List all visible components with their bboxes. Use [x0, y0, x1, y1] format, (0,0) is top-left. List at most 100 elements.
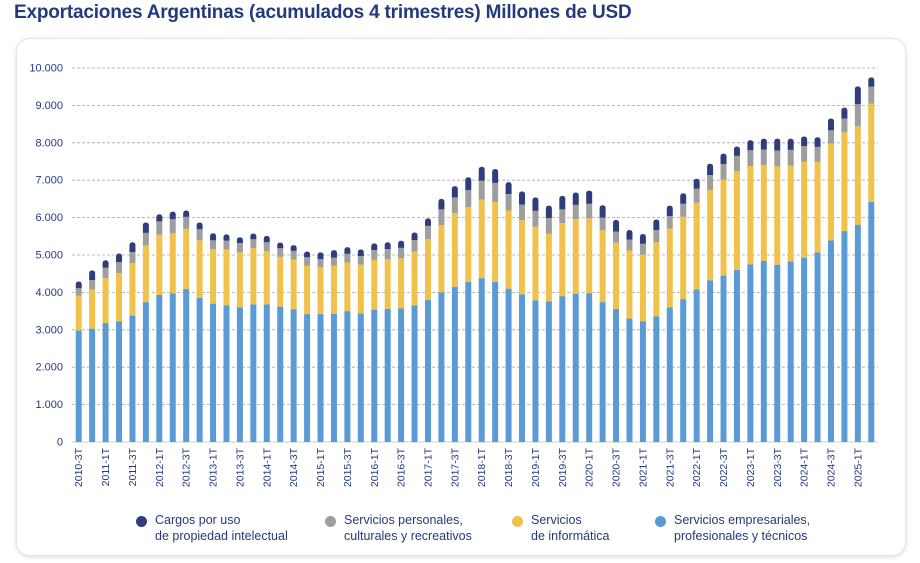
bar-segment-empresariales [371, 309, 378, 442]
bar-segment-empresariales [519, 294, 526, 442]
bar-segment-empresariales [626, 318, 633, 442]
x-tick-label: 2014-1T [261, 447, 273, 487]
bar-segment-personales [398, 247, 405, 259]
x-tick-label: 2024-1T [799, 447, 811, 487]
x-tick-label: 2011-3T [127, 447, 139, 486]
bar-segment-personales [693, 188, 700, 203]
bar-segment-personales [572, 204, 579, 220]
legend-item-empresariales: Servicios empresariales, profesionales y … [655, 512, 810, 544]
bar-segment-informatica [801, 161, 808, 258]
y-tick-label: 10.000 [29, 63, 63, 75]
bar-segment-empresariales [841, 231, 848, 442]
bar-segment-personales [169, 219, 176, 234]
bar-segment-empresariales [223, 305, 230, 442]
bar-segment-empresariales [478, 278, 485, 442]
bar-segment-empresariales [102, 323, 109, 442]
chart-title: Exportaciones Argentinas (acumulados 4 t… [14, 2, 632, 23]
y-axis-ticks: 0 1.000 2.000 3.000 4.000 5.000 6.000 7.000 8.00… [29, 63, 63, 449]
bar-segment-cargos [75, 281, 82, 289]
bar-segment-cargos [545, 205, 552, 218]
bar-segment-personales [545, 217, 552, 234]
bar-segment-informatica [75, 295, 82, 331]
bar-segment-empresariales [75, 330, 82, 442]
bar-segment-empresariales [693, 289, 700, 442]
bar-segment-cargos [371, 243, 378, 251]
bar-segment-cargos [720, 153, 727, 165]
legend-label-line2: de propiedad intelectual [155, 529, 288, 543]
bar-segment-empresariales [196, 298, 203, 442]
x-tick-label: 2016-1T [369, 447, 381, 487]
bar-segment-cargos [827, 118, 834, 131]
x-tick-label: 2011-1T [100, 447, 112, 486]
bar-segment-informatica [424, 239, 431, 300]
bar-segment-personales [263, 242, 270, 252]
bar-segment-personales [277, 248, 284, 257]
bar-segment-informatica [693, 202, 700, 290]
bar-segment-cargos [438, 198, 445, 210]
bar-segment-personales [290, 250, 297, 260]
bar-segment-personales [787, 149, 794, 166]
bar-segment-informatica [559, 223, 566, 297]
bar-segment-personales [532, 210, 539, 227]
x-tick-label: 2021-3T [664, 447, 676, 487]
bar-segment-cargos [626, 229, 633, 240]
bar-segment-cargos [653, 219, 660, 230]
y-tick-label: 5.000 [35, 250, 63, 262]
bar-segment-personales [129, 252, 136, 264]
bar-segment-cargos [330, 250, 337, 258]
bar-segment-cargos [142, 222, 149, 233]
bar-segment-empresariales [438, 292, 445, 442]
bar-segment-informatica [572, 219, 579, 294]
bar-segment-informatica [169, 233, 176, 294]
bar-segment-cargos [693, 178, 700, 189]
bar-segment-cargos [572, 192, 579, 205]
bar-segment-informatica [317, 267, 324, 315]
legend-label-line1: Servicios [531, 513, 582, 527]
bar-segment-informatica [854, 126, 861, 225]
y-tick-label: 3.000 [35, 324, 63, 336]
bar-segment-personales [210, 240, 217, 250]
bar-segment-personales [236, 243, 243, 253]
bar-segment-cargos [760, 138, 767, 150]
x-tick-label: 2022-3T [718, 447, 730, 487]
bar-segment-personales [841, 118, 848, 133]
bar-segment-personales [747, 150, 754, 166]
bar-segment-cargos [210, 233, 217, 241]
bar-segment-personales [774, 150, 781, 167]
x-tick-label: 2023-3T [772, 447, 784, 487]
bar-segment-informatica [653, 242, 660, 317]
bar-segment-cargos [733, 146, 740, 156]
legend-label-line2: de informática [531, 529, 610, 543]
bar-segment-empresariales [545, 301, 552, 442]
bar-segment-empresariales [586, 293, 593, 442]
bar-segment-personales [344, 253, 351, 263]
legend-label-line1: Cargos por uso [155, 513, 241, 527]
bar-segment-personales [223, 240, 230, 250]
bar-segment-personales [680, 203, 687, 217]
bar-segment-personales [720, 164, 727, 180]
bar-segment-empresariales [559, 296, 566, 442]
bar-segment-personales [827, 130, 834, 144]
bar-segment-personales [854, 104, 861, 127]
bar-segment-personales [250, 239, 257, 249]
x-tick-label: 2023-1T [745, 447, 757, 487]
bar-segment-informatica [707, 189, 714, 281]
bar-segment-informatica [304, 265, 311, 315]
bar-segment-personales [868, 86, 875, 104]
bar-segment-informatica [371, 259, 378, 310]
bar-segment-empresariales [169, 293, 176, 442]
bar-segment-informatica [142, 245, 149, 303]
bar-segment-cargos [411, 232, 418, 241]
bar-segment-informatica [344, 262, 351, 312]
bar-segment-informatica [599, 230, 606, 303]
bar-segment-cargos [169, 211, 176, 220]
bar-segment-empresariales [787, 261, 794, 442]
x-tick-label: 2024-3T [825, 447, 837, 487]
bar-segment-empresariales [290, 309, 297, 442]
bar-segment-informatica [478, 199, 485, 279]
y-tick-label: 0 [57, 437, 63, 449]
bar-segment-personales [451, 197, 458, 214]
bar-segment-cargos [586, 190, 593, 204]
bar-segment-empresariales [330, 313, 337, 442]
bar-segment-empresariales [424, 299, 431, 442]
